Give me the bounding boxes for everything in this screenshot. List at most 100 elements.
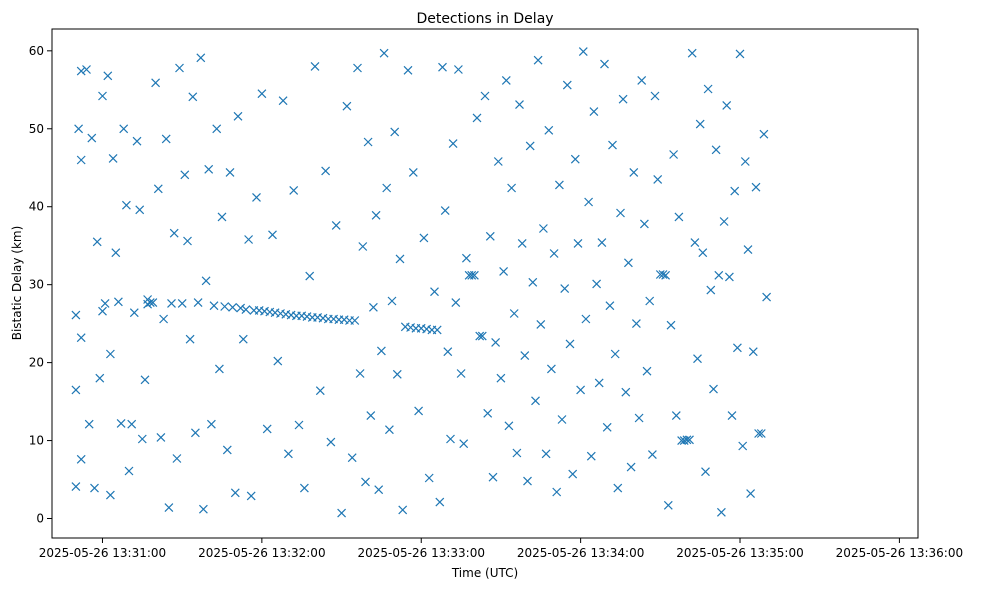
data-point [477,331,487,341]
data-point [544,125,554,135]
data-point [674,212,684,222]
data-point [623,258,633,268]
data-point [504,421,514,431]
data-point [581,314,591,324]
data-point [361,477,370,487]
data-point [350,316,360,325]
data-point [169,228,179,238]
data-point [459,439,469,449]
data-point [387,296,397,306]
data-point [379,48,389,58]
data-point [738,441,748,451]
data-point [98,306,107,316]
data-point [244,235,254,244]
data-point [647,450,657,460]
data-point [541,449,551,459]
data-point [698,248,708,258]
data-point [724,272,734,282]
data-point [501,75,511,85]
data-point [709,384,718,394]
data-point [98,91,107,101]
data-point [371,210,381,220]
data-point [164,503,174,513]
data-point [552,487,562,497]
data-point [602,422,612,432]
data-point [573,238,583,248]
data-point [732,343,742,353]
data-point [212,124,222,134]
data-point [233,111,243,121]
data-point [703,84,713,94]
data-point [589,107,599,117]
data-point [148,298,158,308]
data-point [653,174,663,184]
data-point [626,462,636,472]
data-point [435,497,445,507]
data-point [719,217,729,226]
data-point [578,47,588,57]
data-point [100,298,110,308]
data-point [71,385,81,395]
data-point [241,305,251,315]
data-point [687,48,697,58]
data-points [71,47,772,518]
data-point [746,489,756,499]
data-point [759,129,769,139]
data-point [363,137,373,147]
data-point [113,297,123,307]
data-point [451,298,461,308]
data-point [222,445,232,455]
data-point [384,425,394,435]
data-point [201,276,211,286]
data-point [616,208,625,218]
data-point [347,453,357,463]
data-point [525,141,535,151]
y-tick-label: 0 [36,512,44,526]
data-point [273,356,283,366]
data-point [140,375,150,385]
data-point [246,491,256,501]
data-point [605,301,615,311]
data-point [467,270,477,280]
data-point [554,180,564,190]
data-point [342,101,352,111]
data-point [666,320,676,330]
data-point [132,136,142,146]
data-point [509,309,519,318]
data-point [714,270,724,280]
data-point [523,476,532,486]
data-point [597,238,607,248]
data-point [584,197,594,207]
data-point [76,333,86,343]
data-point [105,490,115,500]
data-point [268,230,277,240]
data-point [175,63,184,73]
y-tick-label: 10 [29,434,44,448]
data-point [238,334,248,344]
y-tick-label: 50 [29,122,44,136]
data-point [637,75,647,85]
x-tick-label: 2025-05-26 13:34:00 [517,546,644,560]
data-point [424,473,434,483]
data-point [355,369,365,378]
data-point [153,184,163,194]
data-point [568,469,578,479]
data-point [448,139,458,149]
data-point [90,483,99,493]
data-point [419,233,429,243]
x-tick-label: 2025-05-26 13:32:00 [198,546,325,560]
data-point [353,63,362,73]
data-point [557,415,567,424]
data-point [512,448,522,458]
data-point [358,242,368,251]
data-point [480,91,490,101]
data-point [315,386,325,396]
data-point [716,507,726,517]
data-point [685,435,694,445]
data-point [507,183,517,193]
data-point [586,451,596,461]
y-tick-label: 40 [29,200,44,214]
data-point [289,185,299,195]
data-point [414,406,424,416]
